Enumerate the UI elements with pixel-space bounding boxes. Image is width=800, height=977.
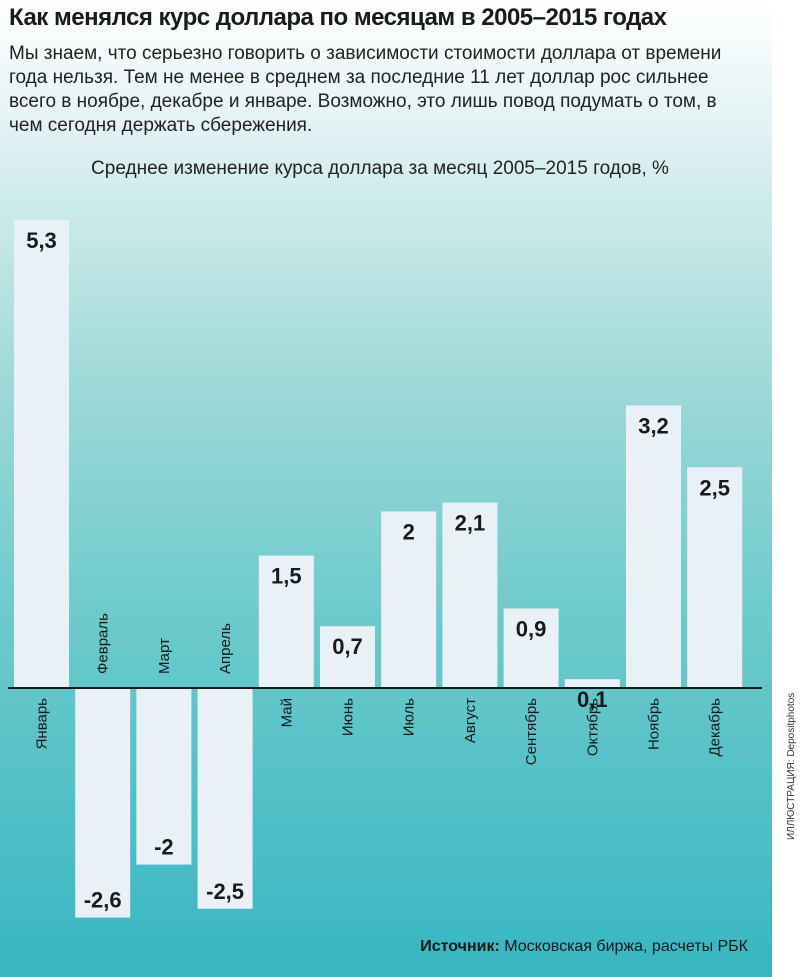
category-label-2: Февраль	[95, 613, 112, 674]
source-label: Источник:	[420, 938, 500, 955]
source-text: Московская биржа, расчеты РБК	[499, 938, 748, 955]
page-subtitle: Мы знаем, что серьезно говорить о зависи…	[9, 43, 722, 136]
bar-1	[14, 220, 69, 688]
bar-10	[564, 679, 620, 688]
value-label-5: 1,5	[271, 564, 302, 589]
category-label-7: Июль	[401, 698, 418, 736]
value-label-6: 0,7	[332, 634, 363, 659]
category-label-9: Сентябрь	[523, 698, 540, 765]
value-label-1: 5,3	[26, 228, 57, 253]
value-label-4: -2,5	[206, 879, 244, 904]
bar-2	[75, 688, 131, 918]
category-label-6: Июнь	[340, 698, 357, 736]
category-label-4: Апрель	[217, 623, 234, 674]
bar-5	[258, 555, 314, 688]
bar-7	[381, 511, 437, 688]
category-label-5: Май	[278, 698, 295, 727]
value-label-10: 0,1	[577, 687, 608, 712]
value-label-9: 0,9	[516, 617, 547, 642]
category-label-10: Октябрь	[584, 698, 601, 756]
bar-8	[442, 502, 498, 688]
value-labels-group: 5,3 -2,6 -2 -2,5 1,5 0,7 2 2,1 0,9 0,1 3,2 2,5	[26, 228, 730, 913]
value-label-2: -2,6	[84, 888, 122, 913]
value-label-11: 3,2	[638, 413, 669, 438]
category-label-3: Март	[156, 638, 173, 674]
value-label-12: 2,5	[699, 475, 730, 500]
chart-panel: Как менялся курс доллара по месяцам в 20…	[0, 0, 772, 977]
chart-title: Среднее изменение курса доллара за месяц…	[91, 158, 669, 179]
source-note: Источник: Московская биржа, расчеты РБК	[420, 938, 748, 956]
photo-credit: ИЛЛЮСТРАЦИЯ: Depositphotos	[786, 692, 797, 840]
bar-9	[503, 608, 559, 688]
category-label-12: Декабрь	[707, 698, 724, 757]
bar-3	[136, 688, 192, 865]
category-label-11: Ноябрь	[646, 698, 663, 750]
value-label-8: 2,1	[455, 511, 486, 536]
category-label-8: Август	[462, 698, 479, 743]
page-title: Как менялся курс доллара по месяцам в 20…	[9, 4, 667, 31]
bars-group	[14, 220, 743, 918]
value-label-3: -2	[154, 835, 174, 860]
bar-11	[626, 405, 681, 688]
bar-4	[197, 688, 253, 909]
category-label-1: Январь	[34, 698, 51, 750]
value-label-7: 2	[403, 519, 415, 544]
category-labels-group: Январь Февраль Март Апрель Май Июнь Июль Август…	[34, 613, 724, 765]
bar-6	[320, 626, 375, 688]
bar-chart: 5,3 -2,6 -2 -2,5 1,5 0,7 2 2,1 0,9 0,1 3,2 2,5 Янва…	[8, 220, 762, 918]
bar-12	[687, 467, 743, 688]
